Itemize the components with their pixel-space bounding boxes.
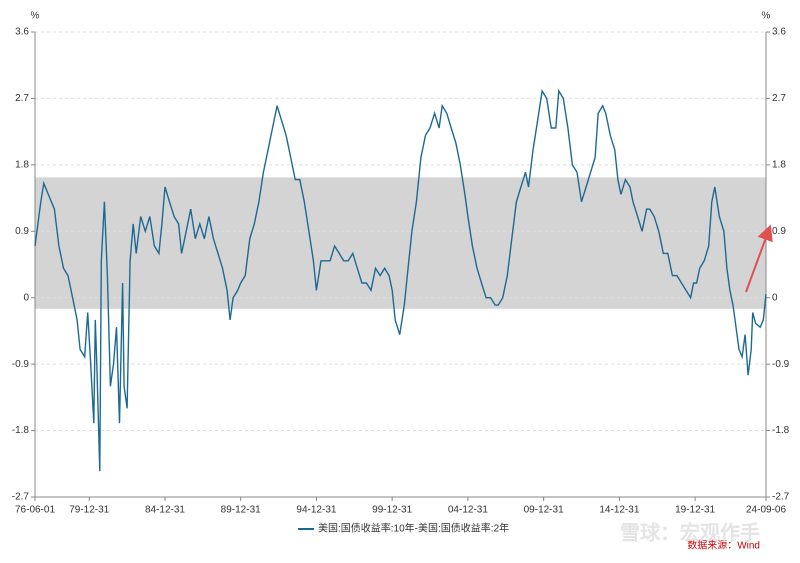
- x-tick-label: 99-12-31: [372, 505, 412, 516]
- x-tick-label: 76-06-01: [15, 505, 55, 516]
- y2-tick-label: 1.8: [772, 159, 786, 170]
- y2-tick-label: -0.9: [772, 359, 790, 370]
- x-tick-label: 79-12-31: [69, 505, 109, 516]
- y-tick-label: 3.6: [15, 27, 29, 38]
- y-tick-label: -0.9: [12, 359, 30, 370]
- series-line: [34, 88, 767, 472]
- y-tick-label: 1.8: [15, 159, 29, 170]
- y-unit: %: [31, 11, 40, 22]
- y-tick-label: 0.9: [15, 226, 29, 237]
- y-tick-label: 2.7: [15, 93, 29, 104]
- x-tick-label: 09-12-31: [524, 505, 564, 516]
- x-tick-label: 24-09-06: [746, 505, 786, 516]
- x-tick-label: 19-12-31: [675, 505, 715, 516]
- x-tick-label: 89-12-31: [221, 505, 261, 516]
- source: 数据来源：Wind: [687, 539, 760, 552]
- y2-unit: %: [762, 11, 771, 22]
- y2-tick-label: 3.6: [772, 27, 786, 38]
- y-tick-label: -2.7: [12, 492, 30, 503]
- x-tick-label: 04-12-31: [448, 505, 488, 516]
- legend-label: 美国:国债收益率:10年-美国:国债收益率:2年: [318, 522, 509, 535]
- y2-tick-label: -1.8: [772, 425, 790, 436]
- x-tick-label: 84-12-31: [145, 505, 185, 516]
- band: [35, 177, 766, 309]
- y2-tick-label: 0: [772, 292, 778, 303]
- watermark: 雪球：宏观作手: [620, 520, 760, 544]
- x-tick-label: 14-12-31: [599, 505, 639, 516]
- arrow: [745, 224, 773, 293]
- y-tick-label: 0: [23, 292, 29, 303]
- y2-tick-label: 0.9: [772, 226, 786, 237]
- x-tick-label: 94-12-31: [296, 505, 336, 516]
- y-tick-label: -1.8: [12, 425, 30, 436]
- y2-tick-label: -2.7: [772, 492, 790, 503]
- y2-tick-label: 2.7: [772, 93, 786, 104]
